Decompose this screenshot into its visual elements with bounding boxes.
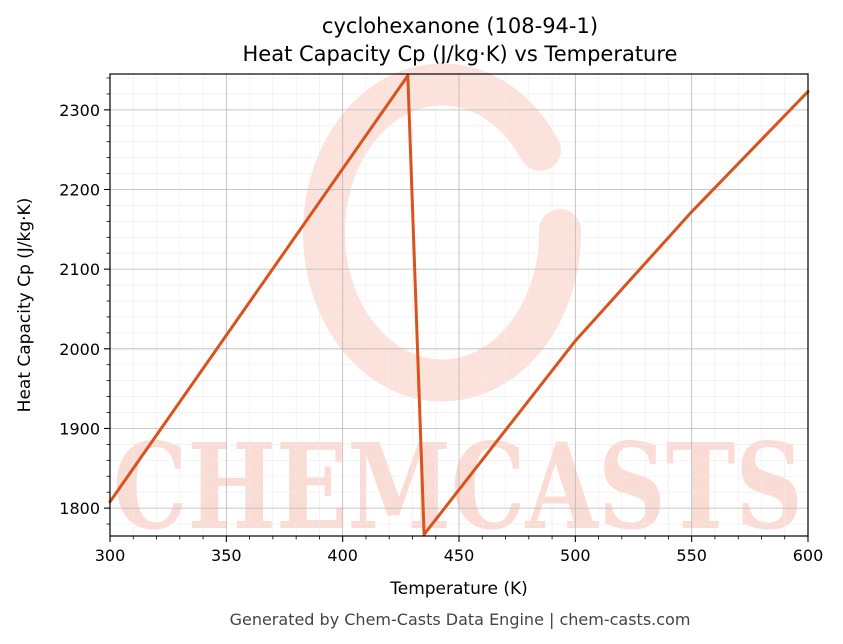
y-tick-label: 2200 (59, 181, 100, 200)
y-axis-ticks: 1800 1900 2000 2100 2200 2300 (59, 77, 110, 525)
x-tick-label: 300 (95, 546, 126, 565)
x-tick-label: 600 (793, 546, 824, 565)
x-tick-label: 350 (211, 546, 242, 565)
watermark-text: CHEMCASTS (113, 417, 803, 556)
chart-title: cyclohexanone (108-94-1) (322, 14, 598, 38)
y-tick-label: 2000 (59, 340, 100, 359)
x-axis-label: Temperature (K) (389, 579, 528, 599)
y-tick-label: 1800 (59, 499, 100, 518)
series-line (108, 74, 810, 536)
y-tick-label: 2300 (59, 101, 100, 120)
x-tick-label: 550 (676, 546, 707, 565)
watermark-swirl (303, 63, 582, 402)
x-tick-label: 450 (444, 546, 475, 565)
chart-subtitle: Heat Capacity Cp (J/kg·K) vs Temperature (243, 42, 678, 66)
watermark-logo: CHEMCASTS (113, 63, 803, 556)
x-axis-ticks: 300 350 400 450 500 550 600 (95, 536, 824, 565)
x-tick-label: 400 (327, 546, 358, 565)
y-tick-label: 2100 (59, 260, 100, 279)
series-layer (108, 74, 810, 536)
x-tick-label: 500 (560, 546, 591, 565)
y-axis-label: Heat Capacity Cp (J/kg·K) (15, 198, 35, 413)
footer-credit: Generated by Chem-Casts Data Engine | ch… (230, 610, 691, 629)
y-tick-label: 1900 (59, 419, 100, 438)
